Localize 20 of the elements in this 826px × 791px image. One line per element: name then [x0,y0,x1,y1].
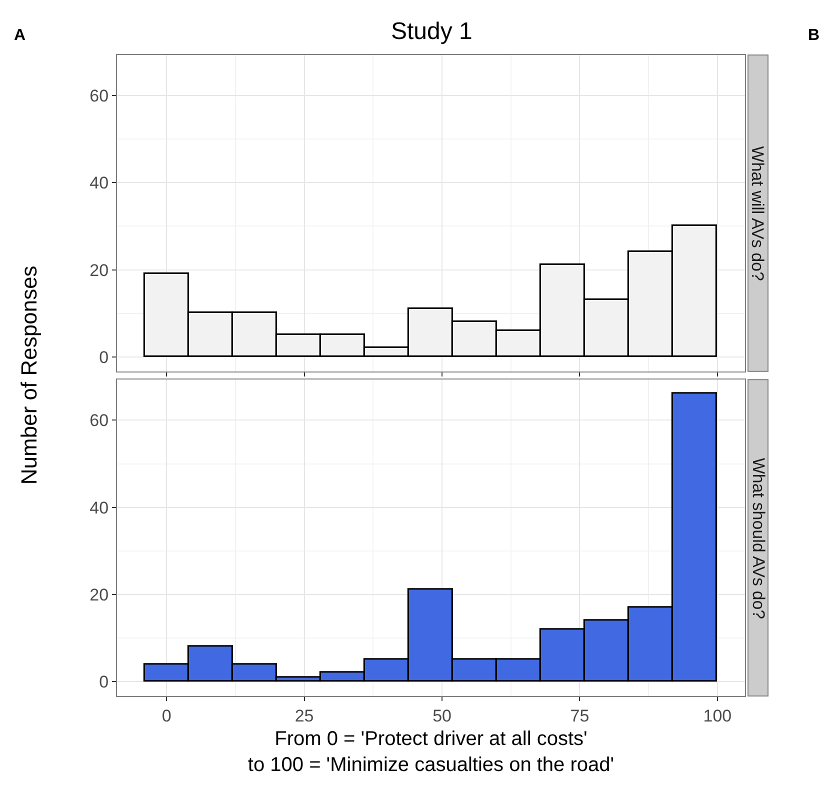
y-tick-label: 0 [99,348,109,367]
text: What should AVs do? [748,458,768,620]
text: A [14,27,26,44]
chart-title: Study 1 [391,18,472,45]
y-tick-label: 60 [90,411,109,430]
y-tick-label: 40 [90,498,109,518]
y-tick-label: 60 [90,86,109,106]
y-tick-label: 20 [90,585,109,604]
text: What will AVs do? [748,146,768,281]
text: B [808,27,820,44]
y-tick-label: 20 [90,260,109,280]
y-tick-label: 0 [99,672,109,692]
y-axis-title: Number of Responses [16,266,42,485]
y-tick-label: 40 [90,174,109,193]
x-tick-label: 25 [294,706,314,726]
x-tick-label: 0 [162,706,172,726]
x-tick-label: 75 [570,706,590,726]
x-axis-title: From 0 = 'Protect driver at all costs' to 100 = 'Minimize casualties on the road' [248,728,614,776]
x-tick-label: 100 [703,706,732,726]
x-tick-label: 50 [432,706,452,726]
